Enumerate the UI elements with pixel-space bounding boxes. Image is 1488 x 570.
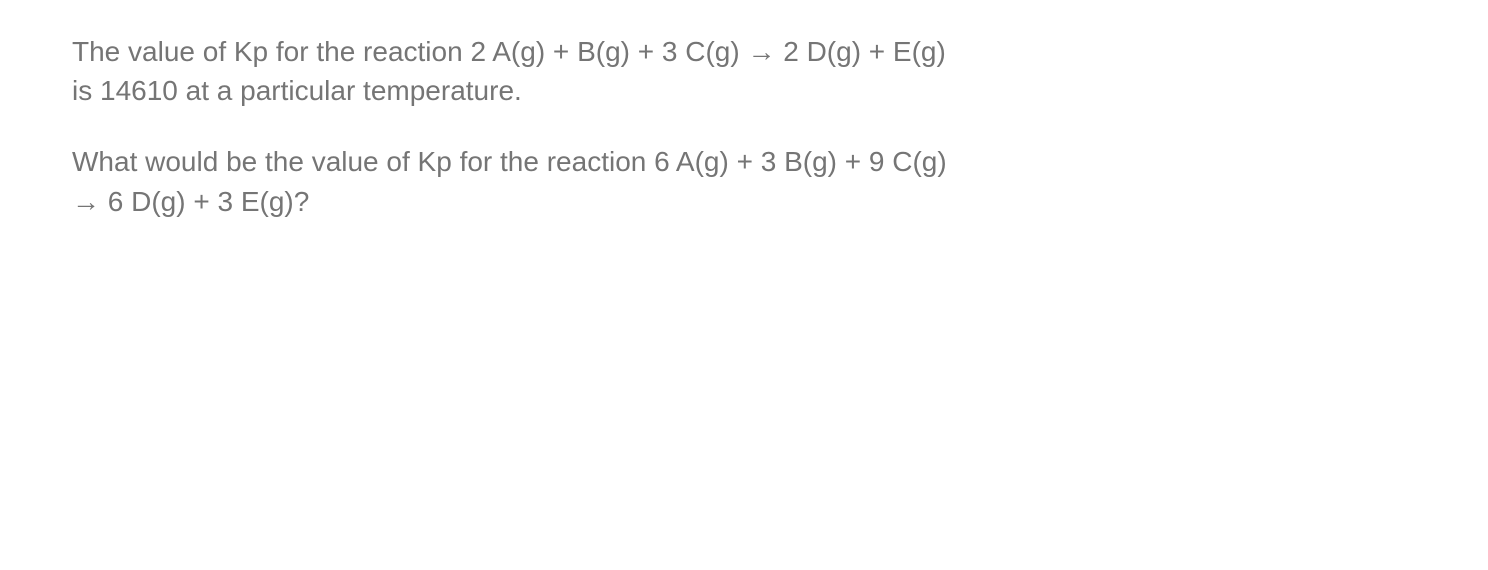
paragraph-2-text-after-arrow: 6 D(g) + 3 E(g)? (100, 186, 309, 217)
question-container: The value of Kp for the reaction 2 A(g) … (72, 32, 1416, 221)
paragraph-1-text-before-arrow: The value of Kp for the reaction 2 A(g) … (72, 36, 747, 67)
question-paragraph-1: The value of Kp for the reaction 2 A(g) … (72, 32, 952, 110)
question-paragraph-2: What would be the value of Kp for the re… (72, 142, 952, 220)
reaction-arrow-icon: → (747, 36, 775, 67)
paragraph-2-text-before-arrow: What would be the value of Kp for the re… (72, 146, 947, 177)
reaction-arrow-icon: → (72, 186, 100, 217)
